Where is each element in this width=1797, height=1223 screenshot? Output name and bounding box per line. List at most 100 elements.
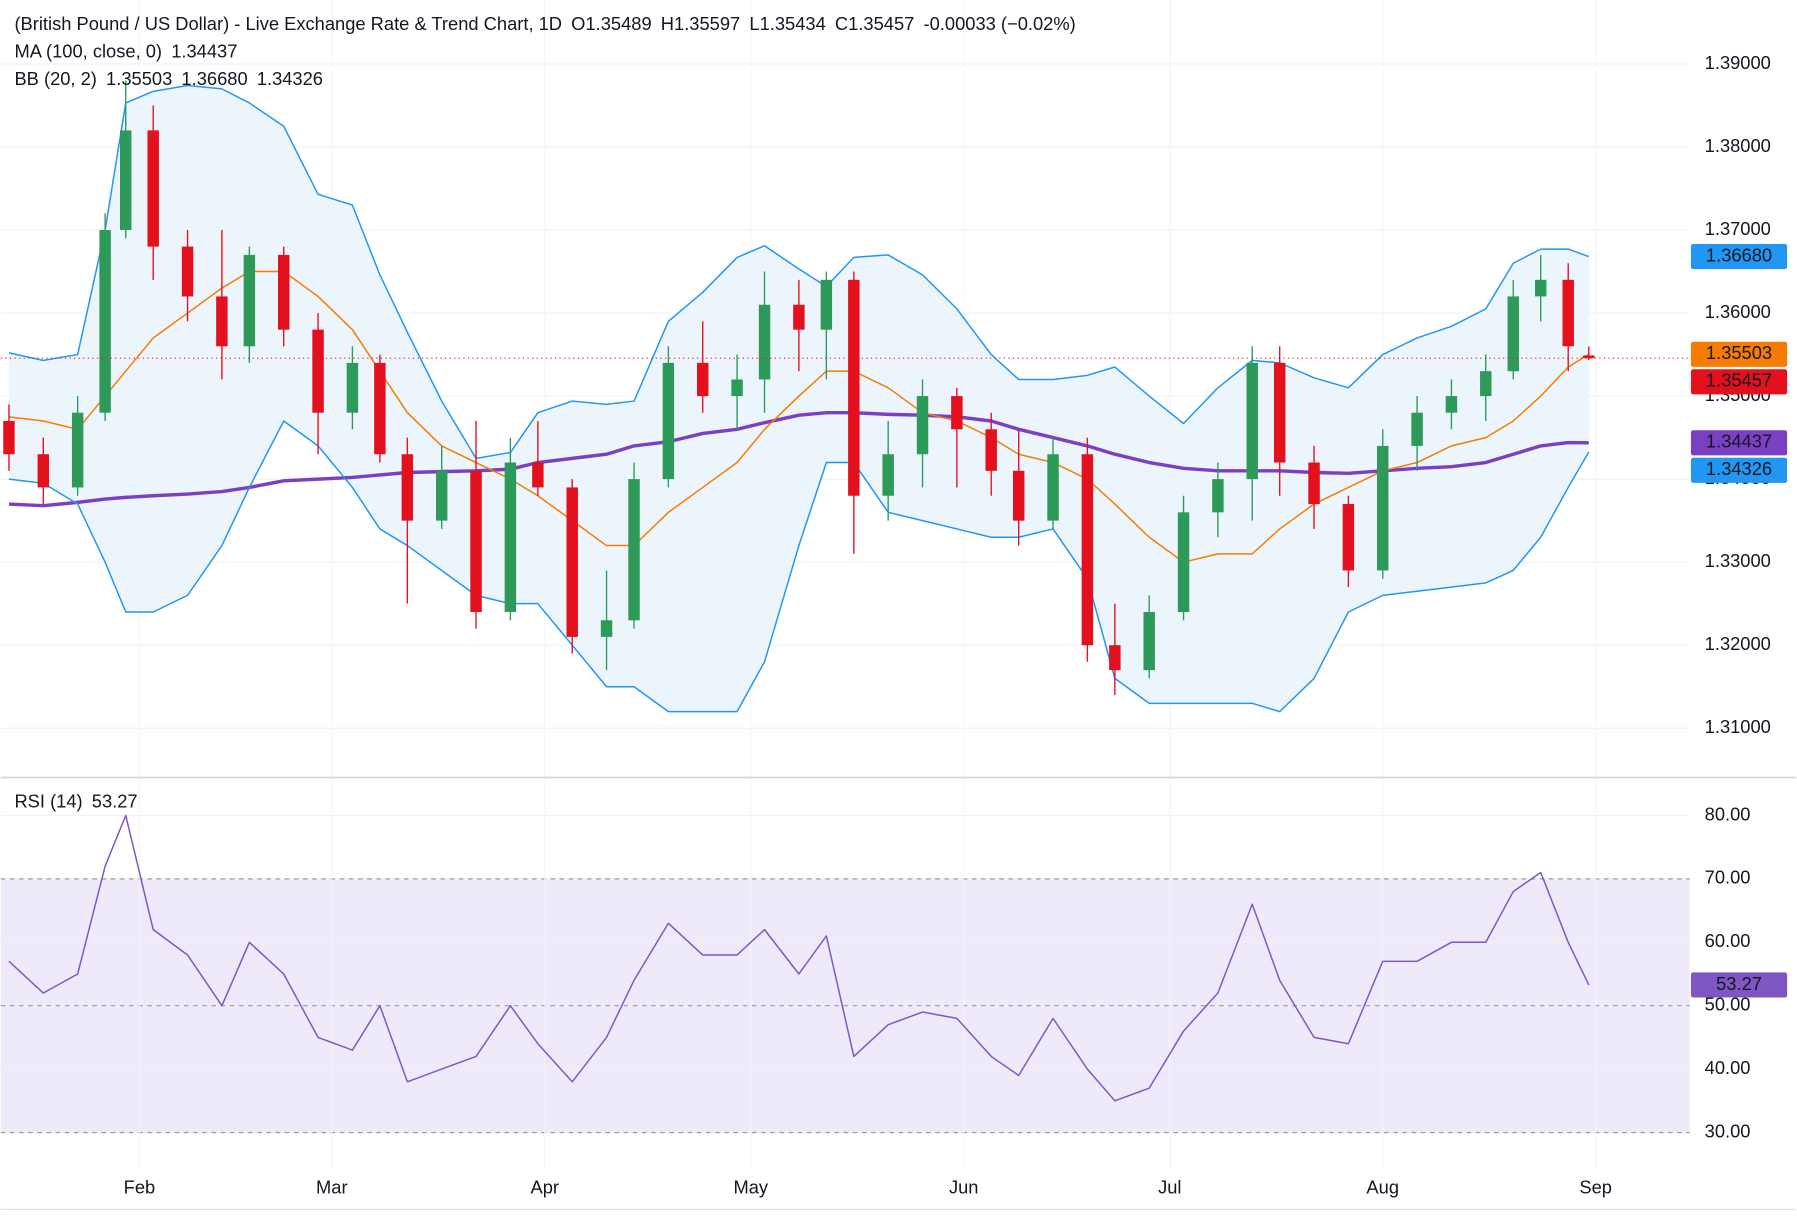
price-tag-box	[1690, 369, 1788, 395]
price-tag: 53.27	[1690, 972, 1788, 998]
legend-value: 1.35503	[106, 68, 172, 89]
axis: 1.310001.320001.330001.340001.350001.360…	[124, 52, 1788, 1197]
candle-body	[882, 454, 894, 496]
y-tick-label: 40.00	[1705, 1057, 1751, 1078]
candle-body	[1535, 279, 1547, 297]
legend-value: 1.34437	[171, 41, 237, 62]
grid	[0, 0, 1690, 1169]
candle-body	[1342, 504, 1355, 571]
x-tick-label: Aug	[1366, 1176, 1399, 1197]
price-tag-label: 1.36680	[1706, 244, 1772, 265]
price-tag-box	[1690, 457, 1788, 483]
candle-body	[1480, 371, 1492, 397]
candle-body	[1177, 512, 1190, 612]
y-tick-label: 70.00	[1705, 867, 1751, 888]
y-tick-label: 1.32000	[1705, 633, 1771, 654]
candle-body	[243, 254, 256, 347]
price-tag-box	[1690, 243, 1788, 270]
candle-body	[731, 379, 743, 397]
candle-body	[1507, 296, 1519, 372]
bb-fill	[8, 85, 1589, 712]
candle-body	[985, 429, 997, 471]
candle-body	[1109, 645, 1121, 671]
legend-value: 53.27	[92, 791, 138, 812]
price-tag: 1.35457	[1690, 369, 1788, 395]
y-tick-label: 1.33000	[1705, 550, 1771, 571]
candle-body	[312, 329, 324, 413]
candle-body	[628, 479, 640, 621]
candle-body	[951, 396, 963, 430]
price-tag: 1.34437	[1690, 430, 1788, 456]
candle-body	[1562, 279, 1574, 347]
candle-body	[1273, 362, 1286, 463]
indicator-line	[8, 270, 1590, 563]
y-tick-label: 50.00	[1705, 994, 1751, 1015]
y-tick-label: 1.31000	[1705, 716, 1771, 737]
plot	[0, 80, 1690, 1102]
ohlc-value: L1.35434	[749, 13, 825, 34]
legend-name: BB (20, 2)	[14, 68, 96, 89]
x-tick-label: Feb	[124, 1176, 156, 1197]
candle-body	[99, 230, 111, 413]
x-tick-label: Jun	[949, 1176, 979, 1197]
candle-body	[600, 620, 613, 637]
candle-body	[1583, 355, 1595, 359]
candle-body	[71, 412, 84, 488]
price-tag-box	[1690, 972, 1788, 998]
candle-body	[216, 296, 228, 347]
price-tag-box	[1690, 430, 1788, 456]
ohlc-value: O1.35489	[571, 13, 651, 34]
candle-body	[1212, 479, 1224, 513]
x-tick-label: Jul	[1158, 1176, 1181, 1197]
candle-body	[1012, 470, 1025, 521]
legend-value: 1.34326	[257, 68, 323, 89]
y-tick-label: 1.39000	[1705, 52, 1771, 73]
candle-body	[147, 130, 159, 247]
candle-body	[1143, 611, 1155, 671]
candle-body	[1246, 362, 1258, 480]
candle-body	[1377, 445, 1389, 571]
candle-body	[346, 362, 359, 413]
candle-body	[566, 487, 578, 637]
x-tick-label: Mar	[316, 1176, 348, 1197]
price-tag-label: 53.27	[1716, 973, 1762, 994]
candle-body	[1411, 412, 1423, 446]
y-tick-label: 60.00	[1705, 930, 1751, 951]
candle-body	[1308, 462, 1320, 505]
x-tick-label: Apr	[530, 1176, 559, 1197]
ohlc-value: C1.35457	[835, 13, 914, 34]
ohlc-value: -0.00033 (−0.02%)	[924, 13, 1076, 34]
chart-title: (British Pound / US Dollar) - Live Excha…	[14, 13, 562, 34]
legend: (British Pound / US Dollar) - Live Excha…	[14, 13, 1075, 812]
price-tag-box	[1690, 341, 1788, 367]
y-tick-label: 80.00	[1705, 803, 1751, 824]
candle-body	[793, 304, 805, 330]
price-tag-label: 1.35457	[1706, 370, 1772, 391]
candle-body	[1445, 396, 1458, 413]
candle-body	[37, 454, 50, 488]
price-tag: 1.34326	[1690, 457, 1788, 483]
indicator-line	[8, 410, 1589, 508]
candle-body	[181, 246, 194, 297]
candle-body	[758, 304, 771, 380]
candle-body	[374, 362, 386, 455]
indicator-line	[8, 84, 1590, 460]
x-tick-label: Sep	[1579, 1176, 1612, 1197]
indicator-line	[8, 814, 1590, 1102]
ohlc-value: H1.35597	[661, 13, 740, 34]
candle-body	[1047, 454, 1059, 521]
y-tick-label: 1.36000	[1705, 301, 1771, 322]
candle-body	[1081, 454, 1094, 646]
candle-body	[504, 462, 517, 612]
legend-name: RSI (14)	[14, 791, 82, 812]
indicator-line	[8, 420, 1590, 713]
price-tag-label: 1.34326	[1706, 458, 1772, 479]
price-tag: 1.36680	[1690, 243, 1788, 270]
candle-body	[470, 470, 482, 612]
candle-body	[277, 254, 290, 330]
y-tick-label: 1.38000	[1705, 135, 1771, 156]
candle-body	[532, 462, 544, 488]
legend-name: MA (100, close, 0)	[14, 41, 162, 62]
candle-body	[435, 470, 448, 521]
candle-body	[401, 454, 414, 521]
